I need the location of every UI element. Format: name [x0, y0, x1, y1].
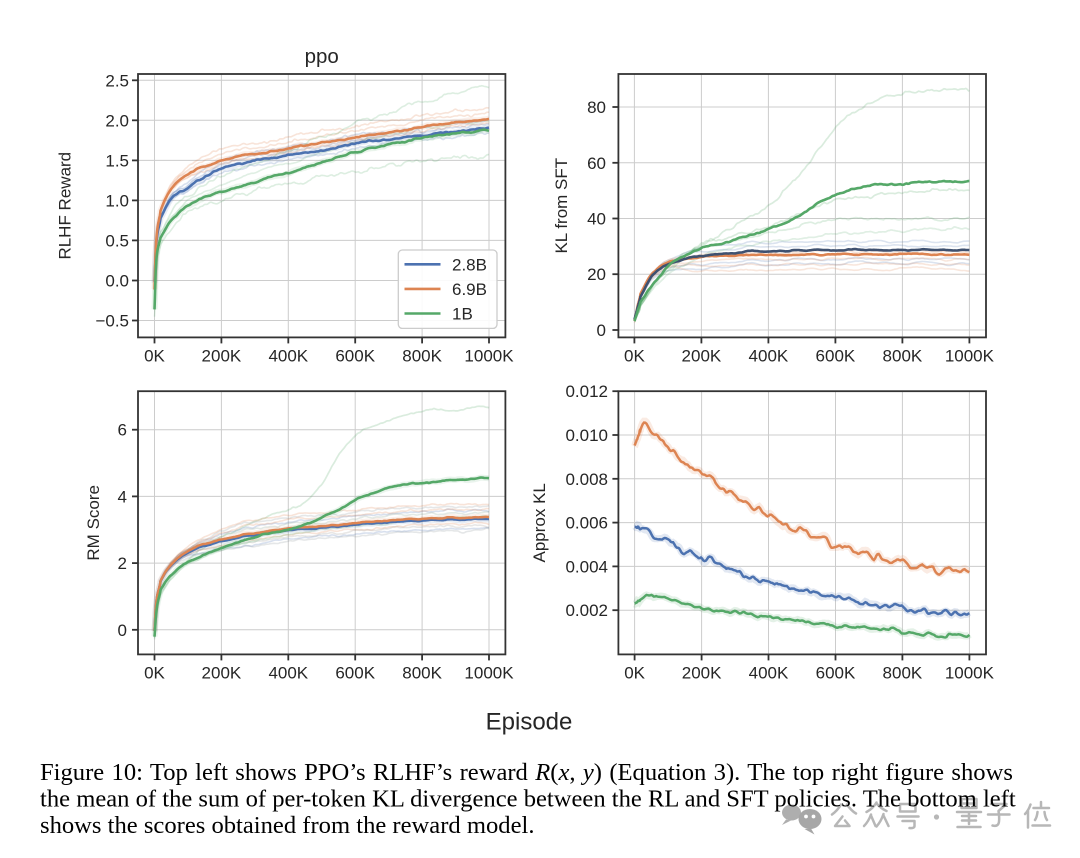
svg-text:1B: 1B — [452, 305, 473, 324]
svg-text:ppo: ppo — [305, 45, 339, 68]
svg-text:400K: 400K — [268, 664, 308, 683]
svg-text:Approx KL: Approx KL — [530, 483, 549, 562]
svg-text:600K: 600K — [816, 664, 856, 683]
svg-text:0.010: 0.010 — [565, 426, 608, 445]
svg-text:0K: 0K — [144, 347, 165, 366]
svg-text:0.008: 0.008 — [565, 470, 608, 489]
svg-text:6.9B: 6.9B — [452, 280, 487, 299]
svg-text:800K: 800K — [883, 347, 923, 366]
svg-text:200K: 200K — [682, 347, 722, 366]
svg-text:the mean of the sum of per-tok: the mean of the sum of per-token KL dive… — [40, 786, 1016, 813]
svg-text:0: 0 — [597, 321, 606, 340]
svg-text:RM Score: RM Score — [84, 485, 103, 561]
svg-text:0.006: 0.006 — [565, 514, 608, 533]
svg-text:0.012: 0.012 — [565, 382, 608, 401]
svg-text:1.5: 1.5 — [105, 151, 129, 170]
svg-text:0.002: 0.002 — [565, 601, 608, 620]
svg-text:400K: 400K — [749, 664, 789, 683]
svg-text:6: 6 — [118, 421, 127, 440]
svg-text:RLHF Reward: RLHF Reward — [56, 152, 75, 260]
svg-text:80: 80 — [587, 98, 606, 117]
svg-text:0.004: 0.004 — [565, 557, 608, 576]
svg-text:20: 20 — [587, 265, 606, 284]
svg-text:Episode: Episode — [486, 709, 573, 736]
svg-text:2.0: 2.0 — [105, 111, 129, 130]
svg-text:1000K: 1000K — [945, 664, 995, 683]
svg-text:Figure 10: Top left shows PPO’: Figure 10: Top left shows PPO’s RLHF’s r… — [40, 759, 1013, 786]
svg-text:800K: 800K — [402, 664, 442, 683]
svg-text:0K: 0K — [624, 347, 645, 366]
svg-text:0K: 0K — [624, 664, 645, 683]
svg-text:0: 0 — [118, 621, 127, 640]
svg-text:0.0: 0.0 — [105, 272, 129, 291]
svg-text:200K: 200K — [682, 664, 722, 683]
svg-text:600K: 600K — [335, 347, 375, 366]
svg-text:600K: 600K — [335, 664, 375, 683]
svg-text:1000K: 1000K — [464, 347, 514, 366]
svg-text:400K: 400K — [268, 347, 308, 366]
svg-text:600K: 600K — [816, 347, 856, 366]
svg-text:0K: 0K — [144, 664, 165, 683]
svg-text:2.8B: 2.8B — [452, 255, 487, 274]
svg-text:200K: 200K — [202, 664, 242, 683]
svg-text:400K: 400K — [749, 347, 789, 366]
svg-text:1000K: 1000K — [945, 347, 995, 366]
svg-text:2: 2 — [118, 554, 127, 573]
svg-text:2.5: 2.5 — [105, 71, 129, 90]
svg-text:1.0: 1.0 — [105, 191, 129, 210]
svg-text:0.5: 0.5 — [105, 231, 129, 250]
svg-text:60: 60 — [587, 154, 606, 173]
svg-text:800K: 800K — [402, 347, 442, 366]
svg-text:4: 4 — [118, 487, 127, 506]
svg-text:shows the scores obtained from: shows the scores obtained from the rewar… — [40, 812, 534, 839]
svg-text:200K: 200K — [202, 347, 242, 366]
svg-text:800K: 800K — [883, 664, 923, 683]
svg-text:40: 40 — [587, 210, 606, 229]
svg-text:1000K: 1000K — [464, 664, 514, 683]
svg-text:−0.5: −0.5 — [95, 312, 129, 331]
svg-text:KL from SFT: KL from SFT — [552, 158, 571, 254]
